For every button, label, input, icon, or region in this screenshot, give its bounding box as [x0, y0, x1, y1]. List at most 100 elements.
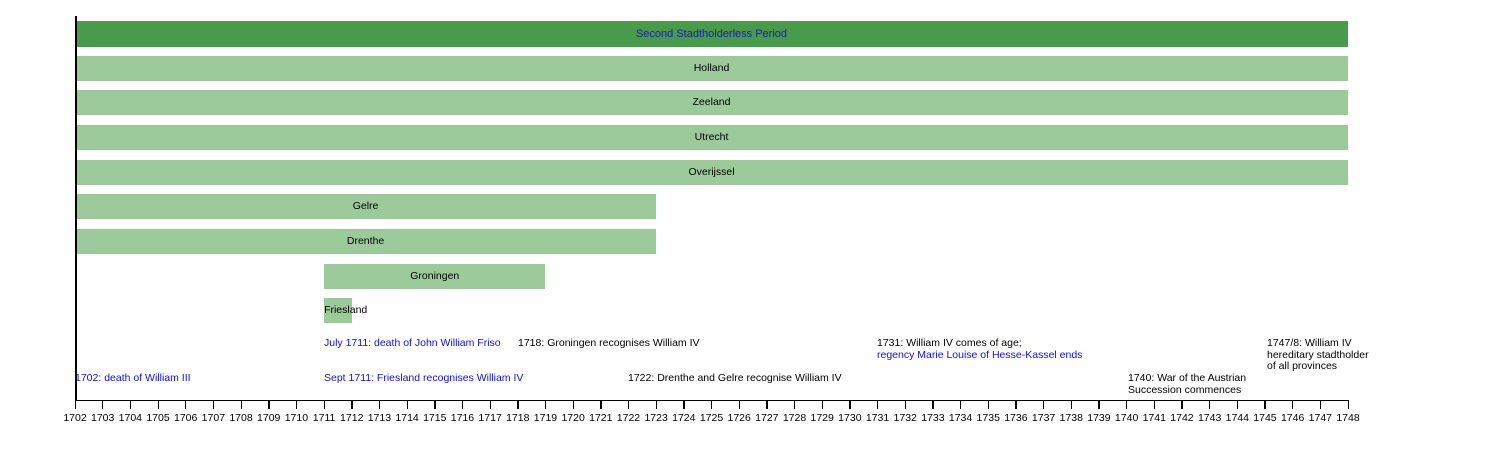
axis-year-label: 1743	[1197, 412, 1222, 424]
timeline-bar-groningen: Groningen	[324, 263, 546, 289]
axis-tick	[351, 400, 353, 409]
axis-year-label: 1735	[976, 412, 1000, 424]
axis-tick	[1098, 400, 1100, 409]
annotation-1702-death-of: 1702: death of William III	[75, 372, 191, 385]
bar-label-second-stadtholderless-period[interactable]: Second Stadtholderless Period	[635, 28, 788, 40]
axis-year-label: 1723	[644, 412, 668, 424]
axis-tick	[185, 400, 187, 409]
axis-tick	[1181, 400, 1183, 409]
axis-year-label: 1709	[257, 412, 281, 424]
axis-year-label: 1746	[1280, 412, 1305, 424]
axis-tick	[323, 400, 325, 409]
timeline-bar-drenthe: Drenthe	[75, 228, 657, 254]
axis-year-label: 1717	[478, 412, 502, 424]
axis-year-label: 1711	[312, 412, 336, 424]
bar-label-utrecht: Utrecht	[694, 130, 729, 143]
axis-tick	[74, 400, 76, 409]
axis-tick	[1043, 400, 1045, 409]
axis-tick	[683, 400, 685, 409]
axis-year-label: 1716	[450, 412, 475, 424]
axis-year-label: 1707	[201, 412, 226, 424]
axis-year-label: 1715	[423, 412, 447, 424]
annotation-link-line[interactable]: regency Marie Louise of Hesse-Kassel end…	[877, 348, 1083, 361]
axis-tick	[1292, 400, 1294, 409]
timeline-bar-zeeland: Zeeland	[75, 90, 1348, 116]
axis-year-label: 1706	[174, 412, 198, 424]
annotation-july-1711-dea: July 1711: death of John William Friso	[324, 337, 501, 350]
axis-year-label: 1730	[838, 412, 862, 424]
axis-year-label: 1731	[865, 412, 890, 424]
axis-tick	[932, 400, 934, 409]
axis-year-label: 1744	[1225, 412, 1249, 424]
axis-tick	[461, 400, 464, 409]
axis-year-label: 1729	[810, 412, 834, 424]
axis-year-label: 1742	[1170, 412, 1194, 424]
axis-tick	[1209, 400, 1211, 409]
annotation-text-line: of all provinces	[1267, 360, 1338, 373]
axis-year-label: 1738	[1059, 412, 1083, 424]
axis-tick	[877, 400, 879, 409]
axis-tick	[489, 400, 491, 409]
axis-tick	[821, 400, 823, 409]
axis-tick	[1153, 400, 1156, 409]
bar-label-gelre: Gelre	[352, 200, 379, 213]
axis-tick	[544, 400, 547, 409]
timeline-bar-overijssel: Overijssel	[75, 159, 1348, 185]
axis-tick	[711, 400, 713, 409]
axis-tick	[129, 400, 132, 409]
bar-label-zeeland: Zeeland	[692, 96, 731, 109]
axis-tick	[849, 400, 851, 409]
timeline-bar-gelre: Gelre	[75, 194, 657, 220]
y-axis-line	[75, 16, 77, 400]
axis-tick	[1319, 400, 1322, 409]
axis-year-label: 1736	[1004, 412, 1028, 424]
axis-year-label: 1726	[727, 412, 751, 424]
bar-label-overijssel: Overijssel	[688, 165, 735, 178]
axis-year-label: 1745	[1253, 412, 1277, 424]
axis-year-label: 1724	[672, 412, 696, 424]
axis-tick	[295, 400, 298, 409]
axis-year-label: 1704	[118, 412, 143, 424]
axis-year-label: 1713	[367, 412, 392, 424]
axis-tick	[572, 400, 574, 409]
timeline-bar-second-stadtholderless-period: Second Stadtholderless Period	[75, 21, 1348, 47]
axis-year-label: 1722	[616, 412, 641, 424]
bar-label-holland: Holland	[693, 61, 730, 74]
axis-year-label: 1710	[284, 412, 309, 424]
axis-tick	[1347, 400, 1349, 409]
axis-tick	[738, 400, 740, 409]
axis-tick	[960, 400, 962, 409]
annotation-1747-8-willia: 1747/8: William IV hereditary stadtholder…	[1267, 337, 1369, 373]
annotation-1718-groninge: 1718: Groningen recognises William IV	[518, 337, 700, 350]
annotation-text-line: 1740: War of the Austrian	[1128, 372, 1247, 384]
axis-tick	[378, 400, 381, 409]
annotation-sept-1711-fri: Sept 1711: Friesland recognises William …	[324, 372, 524, 385]
axis-year-label: 1712	[340, 412, 364, 424]
axis-tick	[102, 400, 104, 409]
axis-year-label: 1703	[90, 412, 115, 424]
axis-year-label: 1734	[948, 412, 973, 424]
axis-year-label: 1747	[1308, 412, 1332, 424]
annotation-link-line[interactable]: 1702: death of William III	[75, 372, 191, 384]
axis-tick	[794, 400, 796, 409]
annotation-text-line: hereditary stadtholder	[1267, 348, 1369, 361]
axis-tick	[627, 400, 630, 409]
annotation-link-line[interactable]: July 1711: death of John William Friso	[324, 337, 501, 349]
axis-tick	[1070, 400, 1073, 409]
axis-tick	[655, 400, 657, 409]
axis-year-label: 1727	[755, 412, 779, 424]
axis-tick	[600, 400, 602, 409]
axis-tick	[904, 400, 907, 409]
bar-label-drenthe: Drenthe	[346, 234, 385, 247]
axis-tick	[434, 400, 436, 409]
annotation-link-line[interactable]: Sept 1711: Friesland recognises William …	[324, 372, 524, 384]
axis-year-label: 1728	[782, 412, 807, 424]
axis-year-label: 1748	[1336, 412, 1360, 424]
annotation-text-line: 1731: William IV comes of age;	[877, 337, 1022, 349]
axis-year-label: 1740	[1114, 412, 1139, 424]
annotation-1722-drenthe: 1722: Drenthe and Gelre recognise Willia…	[628, 372, 842, 385]
axis-tick	[268, 400, 270, 409]
